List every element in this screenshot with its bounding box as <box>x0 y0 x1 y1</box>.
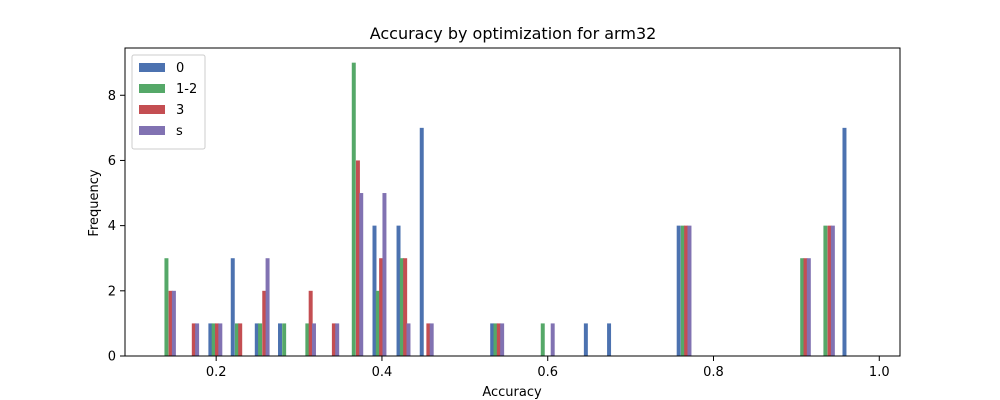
y-axis: 0 2 4 6 8 <box>108 89 125 365</box>
legend-swatch-s <box>139 126 165 135</box>
bar-s-11 <box>550 323 555 356</box>
bar-3-1 <box>191 323 196 356</box>
bar-1-2-2 <box>234 323 239 356</box>
legend-swatch-3 <box>139 105 165 114</box>
x-tick-label: 0.6 <box>537 365 558 380</box>
legend-label-0: 0 <box>176 61 184 76</box>
bar-s-0 <box>171 290 176 356</box>
bar-3-2 <box>215 323 219 356</box>
bar-0-7 <box>490 323 495 356</box>
bar-0-4 <box>372 225 377 356</box>
y-tick-label: 8 <box>108 89 116 104</box>
x-axis-label: Accuracy <box>482 385 542 400</box>
y-tick-label: 6 <box>108 154 116 169</box>
legend-label-3: 3 <box>176 103 184 118</box>
x-axis: 0.2 0.4 0.6 0.8 1.0 <box>206 356 890 380</box>
bar-0-2 <box>254 323 259 356</box>
bar-3-0 <box>168 290 173 356</box>
bar-0-1 <box>230 258 235 356</box>
bar-0-0 <box>208 323 213 356</box>
bar-0-6 <box>419 127 424 356</box>
bar-3-13 <box>803 258 808 356</box>
bar-3-7 <box>355 160 360 356</box>
legend-box <box>131 54 206 150</box>
bar-0-5 <box>396 225 401 356</box>
bar-s-12 <box>687 225 692 356</box>
bar-1-2-11 <box>680 225 685 356</box>
bar-0-8 <box>583 323 588 356</box>
legend: 0 1-2 3 s <box>131 54 206 150</box>
bar-1-2-1 <box>211 323 216 356</box>
bar-1-2-8 <box>399 258 404 356</box>
bar-0-3 <box>278 323 282 356</box>
bar-s-6 <box>359 193 364 356</box>
bar-1-2-3 <box>258 323 263 356</box>
bar-0-11 <box>842 127 847 356</box>
y-tick-label: 4 <box>108 219 116 234</box>
bar-s-10 <box>500 323 505 356</box>
x-tick-label: 0.8 <box>703 365 724 380</box>
bar-3-4 <box>262 290 267 356</box>
bar-3-14 <box>827 225 832 356</box>
bar-3-8 <box>379 258 384 356</box>
bar-0-10 <box>676 225 681 356</box>
y-tick-label: 0 <box>108 350 116 365</box>
chart-title: Accuracy by optimization for arm32 <box>370 24 657 43</box>
bar-3-12 <box>684 225 689 356</box>
bar-1-2-9 <box>493 323 498 356</box>
bar-1-2-0 <box>164 258 169 356</box>
bar-s-5 <box>335 323 340 356</box>
bar-s-9 <box>429 323 434 356</box>
x-tick-label: 0.2 <box>206 365 227 380</box>
bar-s-8 <box>406 323 411 356</box>
bar-s-7 <box>382 193 387 356</box>
bar-s-1 <box>195 323 200 356</box>
bar-3-11 <box>496 323 501 356</box>
bar-s-2 <box>218 323 223 356</box>
bar-1-2-5 <box>305 323 310 356</box>
bar-3-9 <box>403 258 408 356</box>
bar-1-2-13 <box>823 225 828 356</box>
bar-3-5 <box>308 290 313 356</box>
x-tick-label: 0.4 <box>372 365 393 380</box>
legend-swatch-0 <box>139 63 165 72</box>
legend-label-1-2: 1-2 <box>176 82 197 97</box>
bar-1-2-10 <box>540 323 545 356</box>
bar-s-14 <box>830 225 835 356</box>
bar-1-2-7 <box>375 290 380 356</box>
bar-3-3 <box>238 323 243 356</box>
bar-3-10 <box>426 323 431 356</box>
bar-s-3 <box>265 258 270 356</box>
legend-swatch-1-2 <box>139 84 165 93</box>
bar-s-13 <box>806 258 811 356</box>
plot-area <box>164 62 847 357</box>
x-tick-label: 1.0 <box>869 365 890 380</box>
y-tick-label: 2 <box>108 284 116 299</box>
bar-1-2-12 <box>800 258 805 356</box>
bar-s-4 <box>311 323 316 356</box>
bar-1-2-4 <box>282 323 287 356</box>
bar-3-6 <box>331 323 336 356</box>
bar-0-9 <box>607 323 612 356</box>
bar-1-2-6 <box>351 62 356 357</box>
legend-label-s: s <box>176 124 183 139</box>
y-axis-label: Frequency <box>87 169 102 236</box>
plot-frame <box>124 47 901 357</box>
